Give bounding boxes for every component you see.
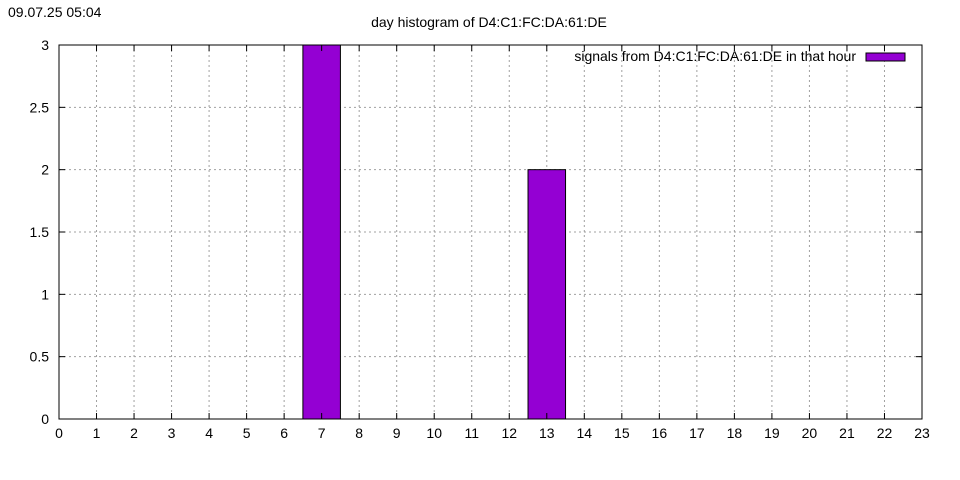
x-tick-label: 18 (727, 425, 743, 441)
bar-hour-7 (302, 44, 341, 420)
y-axis-ticks: 0 0.5 1 1.5 2 2.5 3 (30, 37, 922, 427)
x-tick-label: 1 (93, 425, 101, 441)
x-tick-label: 4 (205, 425, 213, 441)
x-tick-label: 16 (652, 425, 668, 441)
x-tick-label: 9 (393, 425, 401, 441)
x-tick-label: 8 (355, 425, 363, 441)
y-tick-label: 1.5 (30, 224, 50, 240)
x-axis-ticks: 0 1 2 3 4 5 6 7 8 9 10 11 12 13 14 15 16 17 18 19 20 21 22 23 (55, 45, 930, 441)
bar-series (302, 44, 567, 420)
legend-label: signals from D4:C1:FC:DA:61:DE in that h… (574, 48, 856, 64)
x-tick-label: 0 (55, 425, 63, 441)
timestamp: 09.07.25 05:04 (8, 4, 102, 20)
bar-hour-13 (527, 169, 567, 420)
x-tick-label: 2 (130, 425, 138, 441)
legend: signals from D4:C1:FC:DA:61:DE in that h… (574, 48, 906, 64)
y-tick-label: 2 (41, 162, 49, 178)
grid-lines (59, 45, 922, 419)
x-tick-label: 5 (243, 425, 251, 441)
y-tick-label: 2.5 (30, 99, 50, 115)
x-tick-label: 15 (614, 425, 630, 441)
x-tick-label: 22 (877, 425, 893, 441)
y-tick-label: 3 (41, 37, 49, 53)
legend-swatch (865, 52, 906, 62)
x-tick-label: 10 (426, 425, 442, 441)
chart-title: day histogram of D4:C1:FC:DA:61:DE (371, 14, 607, 30)
x-tick-label: 19 (764, 425, 780, 441)
y-tick-label: 0.5 (30, 349, 50, 365)
x-tick-label: 13 (539, 425, 555, 441)
x-tick-label: 20 (802, 425, 818, 441)
x-tick-label: 23 (914, 425, 930, 441)
x-tick-label: 14 (577, 425, 593, 441)
y-tick-label: 0 (41, 411, 49, 427)
x-tick-label: 12 (501, 425, 517, 441)
x-tick-label: 6 (280, 425, 288, 441)
x-tick-label: 3 (168, 425, 176, 441)
x-tick-label: 17 (689, 425, 705, 441)
x-tick-label: 7 (318, 425, 326, 441)
x-tick-label: 11 (464, 425, 479, 441)
y-tick-label: 1 (41, 286, 49, 302)
x-tick-label: 21 (839, 425, 855, 441)
